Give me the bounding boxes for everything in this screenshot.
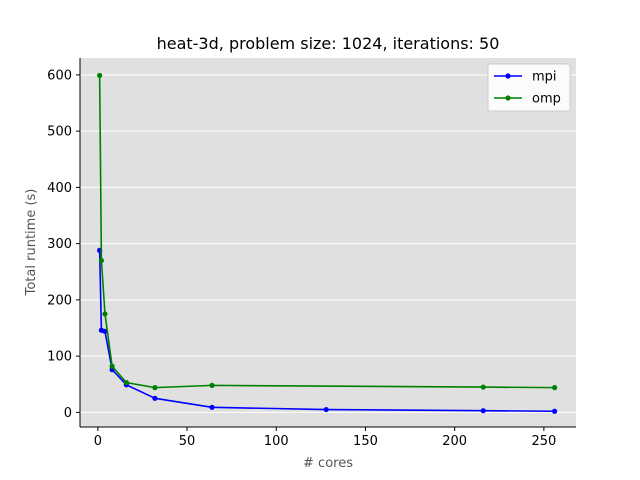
- plot-area: [80, 58, 576, 427]
- data-point-mpi: [152, 395, 158, 401]
- legend: mpi omp: [487, 63, 571, 112]
- data-point-omp: [551, 385, 558, 391]
- data-point-omp: [97, 72, 103, 79]
- chart-title: heat-3d, problem size: 1024, iterations:…: [157, 34, 500, 53]
- axes: 0 100 200 300 400 500 600 0 50 100 150 200 250: [47, 58, 576, 449]
- x-tick-label: 250: [531, 434, 556, 449]
- legend-label-mpi: mpi: [532, 70, 557, 85]
- data-point-mpi: [209, 404, 215, 410]
- x-axis-label: # cores: [303, 456, 353, 471]
- y-tick-label: 300: [47, 237, 72, 252]
- x-tick-label: 150: [353, 434, 378, 449]
- data-point-mpi: [102, 328, 108, 334]
- data-point-omp: [102, 311, 108, 317]
- y-tick-label: 200: [47, 293, 72, 308]
- y-tick-label: 600: [47, 68, 72, 83]
- y-tick-label: 100: [47, 350, 72, 365]
- data-point-omp: [109, 363, 115, 369]
- data-point-omp: [123, 379, 129, 386]
- data-point-mpi: [323, 406, 329, 413]
- series-omp: [97, 72, 558, 391]
- y-tick-label: 400: [47, 181, 72, 196]
- y-tick-label: 500: [47, 125, 72, 140]
- data-point-omp: [209, 382, 215, 388]
- y-axis-label: Total runtime (s): [24, 189, 39, 297]
- series: [97, 72, 558, 414]
- data-point-mpi: [551, 408, 558, 414]
- data-point-mpi: [480, 408, 486, 414]
- legend-label-omp: omp: [532, 92, 561, 107]
- x-tick-label: 0: [94, 434, 102, 449]
- legend-marker-omp: [505, 95, 511, 101]
- x-tick-label: 200: [442, 434, 467, 449]
- data-point-omp: [152, 385, 158, 391]
- grid: [80, 74, 576, 413]
- legend-marker-mpi: [505, 73, 511, 79]
- x-tick-label: 100: [264, 434, 289, 449]
- data-point-omp: [480, 384, 486, 390]
- x-tick-label: 50: [179, 434, 196, 449]
- y-tick-label: 0: [64, 406, 72, 421]
- data-point-omp: [98, 257, 105, 264]
